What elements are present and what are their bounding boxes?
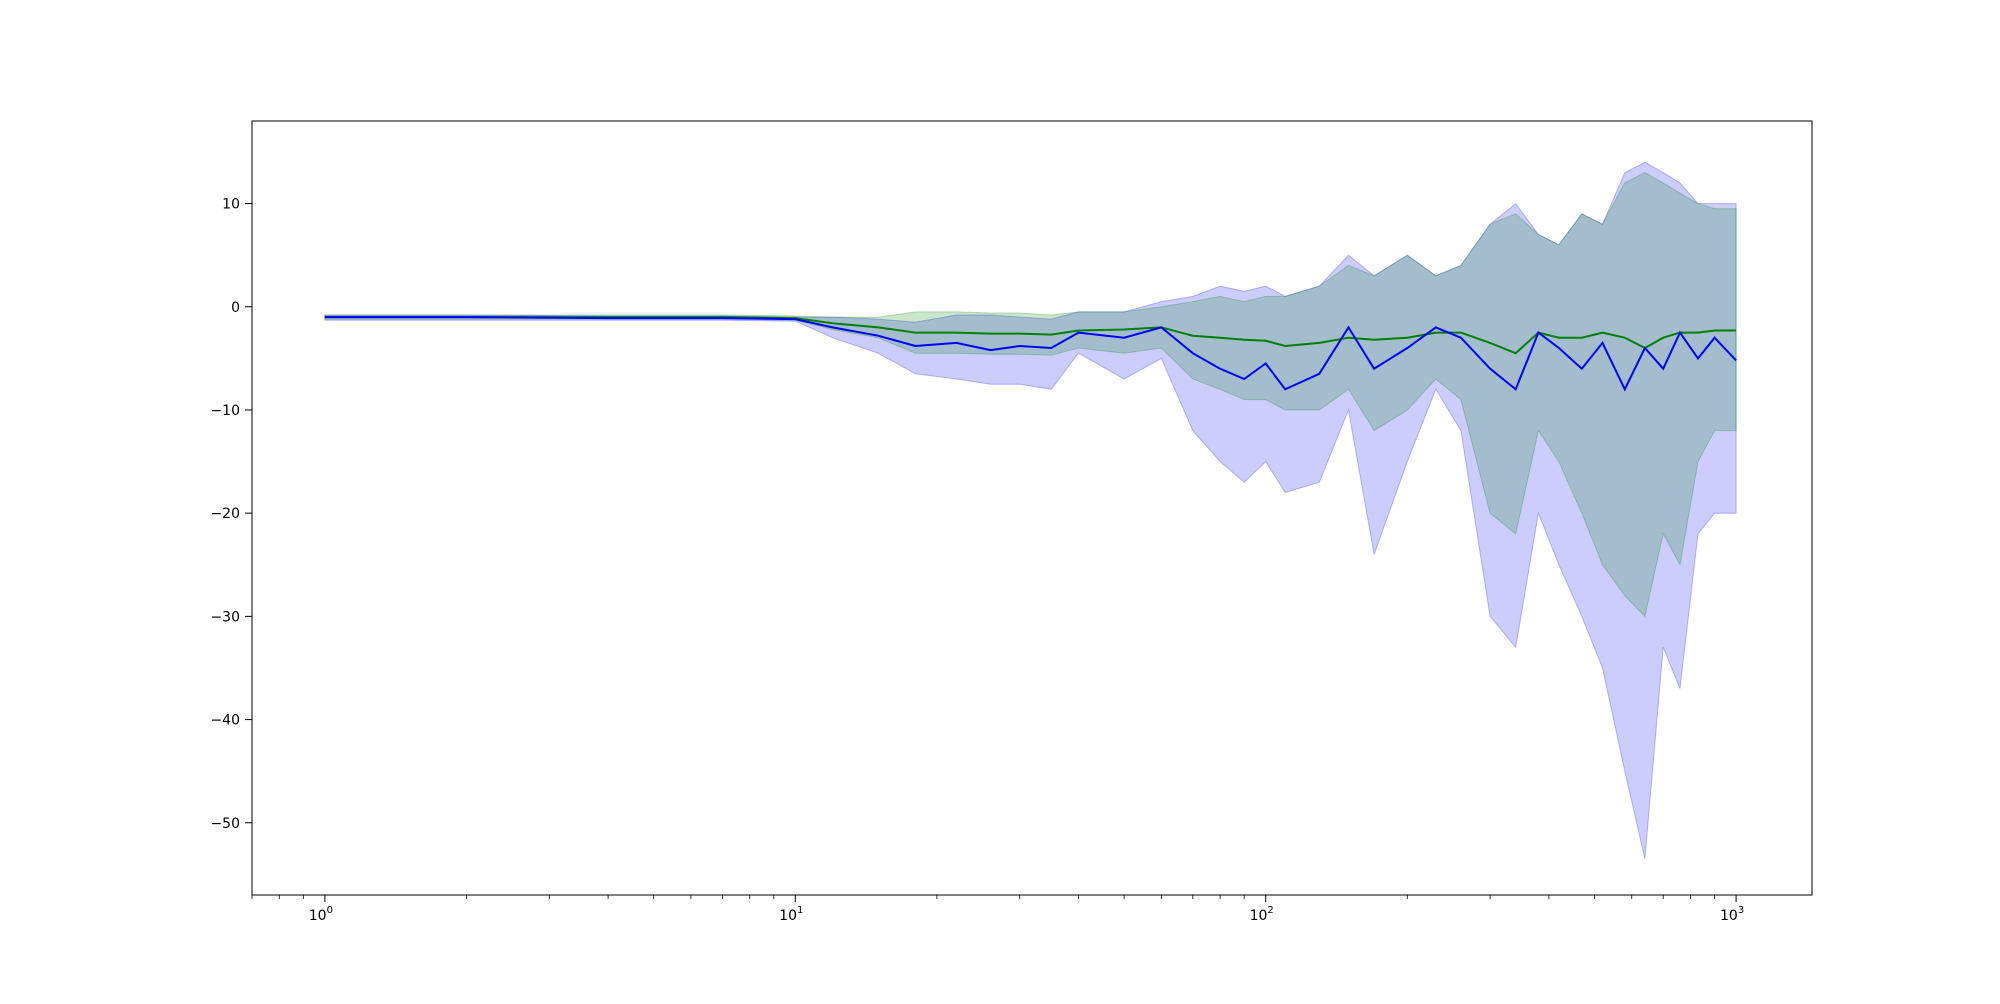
y-tick-label: −40	[210, 713, 240, 729]
y-tick-label: 0	[231, 300, 240, 316]
y-tick-label: −20	[210, 506, 240, 522]
y-tick-label: −10	[210, 403, 240, 419]
y-tick-label: 10	[222, 197, 240, 213]
y-tick-label: −30	[210, 609, 240, 625]
y-tick-label: −50	[210, 816, 240, 832]
